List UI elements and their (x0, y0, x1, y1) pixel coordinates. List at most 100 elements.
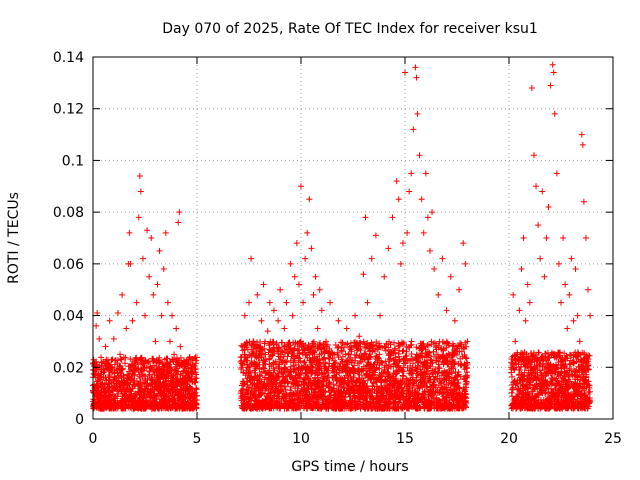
data-point (413, 74, 420, 81)
data-point (93, 322, 100, 329)
axis-ticks: 0 5 10 15 20 25 0 0.02 0.04 0.06 0.08 0.1 0.12 0.14 (53, 50, 622, 447)
data-point (314, 325, 321, 332)
data-point (112, 377, 119, 384)
data-point (108, 364, 115, 371)
y-tick-label: 0.1 (62, 153, 84, 169)
x-tick-label: 10 (292, 431, 310, 447)
data-point (408, 170, 415, 177)
data-point (322, 338, 329, 345)
data-point (135, 214, 142, 221)
data-points (91, 61, 594, 407)
data-point (148, 235, 155, 241)
data-point (418, 196, 425, 203)
data-point (520, 235, 527, 241)
data-point (248, 255, 255, 262)
data-point (258, 317, 265, 324)
x-tick-label: 0 (89, 431, 98, 447)
data-point (551, 110, 558, 117)
data-point (331, 351, 338, 358)
data-point (126, 229, 133, 236)
data-point (183, 384, 190, 391)
data-point (462, 260, 469, 267)
data-point (431, 266, 438, 273)
data-point (177, 343, 184, 350)
data-point (533, 183, 540, 190)
data-point (397, 260, 404, 267)
data-point (146, 273, 153, 280)
data-point (260, 281, 267, 288)
data-point (316, 286, 323, 293)
data-point (410, 126, 417, 133)
data-point (173, 325, 180, 332)
data-point (156, 247, 163, 254)
data-point (558, 299, 564, 306)
data-point (399, 240, 406, 247)
data-point (194, 392, 200, 399)
data-point (528, 85, 535, 92)
data-point (518, 266, 525, 273)
data-point (439, 255, 446, 262)
data-point (535, 222, 542, 229)
data-point (94, 309, 101, 316)
data-point (98, 395, 105, 402)
data-point (343, 325, 350, 332)
data-point (587, 312, 594, 319)
data-point (119, 291, 126, 298)
data-point (414, 110, 421, 117)
plot-frame (92, 56, 614, 420)
data-point (256, 359, 263, 366)
data-point (335, 317, 342, 324)
data-point (273, 377, 280, 384)
data-point (127, 260, 134, 267)
data-point (372, 232, 379, 239)
data-point (181, 359, 188, 366)
data-point (578, 131, 585, 138)
data-point (435, 291, 442, 298)
noise-floor-texture (90, 338, 593, 412)
data-point (166, 338, 173, 345)
data-point (406, 188, 413, 195)
data-point (420, 229, 427, 236)
data-point (171, 351, 178, 358)
data-point (121, 384, 128, 391)
data-point (250, 338, 257, 345)
data-point (443, 307, 450, 314)
data-point (239, 343, 246, 350)
y-tick-label: 0.04 (53, 309, 84, 325)
data-point (412, 64, 419, 71)
data-point (243, 364, 250, 371)
data-point (456, 286, 463, 293)
data-point (377, 312, 384, 319)
data-point (564, 325, 571, 332)
data-point (549, 61, 556, 68)
data-point (129, 317, 136, 324)
data-point (327, 299, 334, 306)
data-point (424, 214, 431, 221)
x-tick-label: 5 (193, 431, 202, 447)
data-point (162, 229, 169, 236)
data-point (381, 273, 388, 280)
y-tick-label: 0.02 (53, 360, 84, 376)
data-point (179, 377, 186, 384)
data-point (585, 286, 592, 293)
data-point (187, 369, 194, 376)
data-point (175, 219, 182, 226)
data-point (139, 255, 146, 262)
data-point (169, 312, 176, 319)
data-point (352, 312, 359, 319)
data-point (451, 317, 458, 324)
data-point (285, 343, 292, 350)
data-point (512, 338, 519, 345)
data-point (117, 351, 124, 358)
data-point (133, 299, 140, 306)
data-point (543, 235, 550, 241)
data-point (270, 307, 277, 314)
data-point (572, 266, 579, 273)
data-point (295, 281, 302, 288)
data-point (300, 299, 307, 306)
y-axis-label: ROTI / TECUs (6, 192, 22, 284)
data-point (555, 260, 562, 267)
data-point (252, 384, 259, 391)
data-point (144, 227, 151, 234)
